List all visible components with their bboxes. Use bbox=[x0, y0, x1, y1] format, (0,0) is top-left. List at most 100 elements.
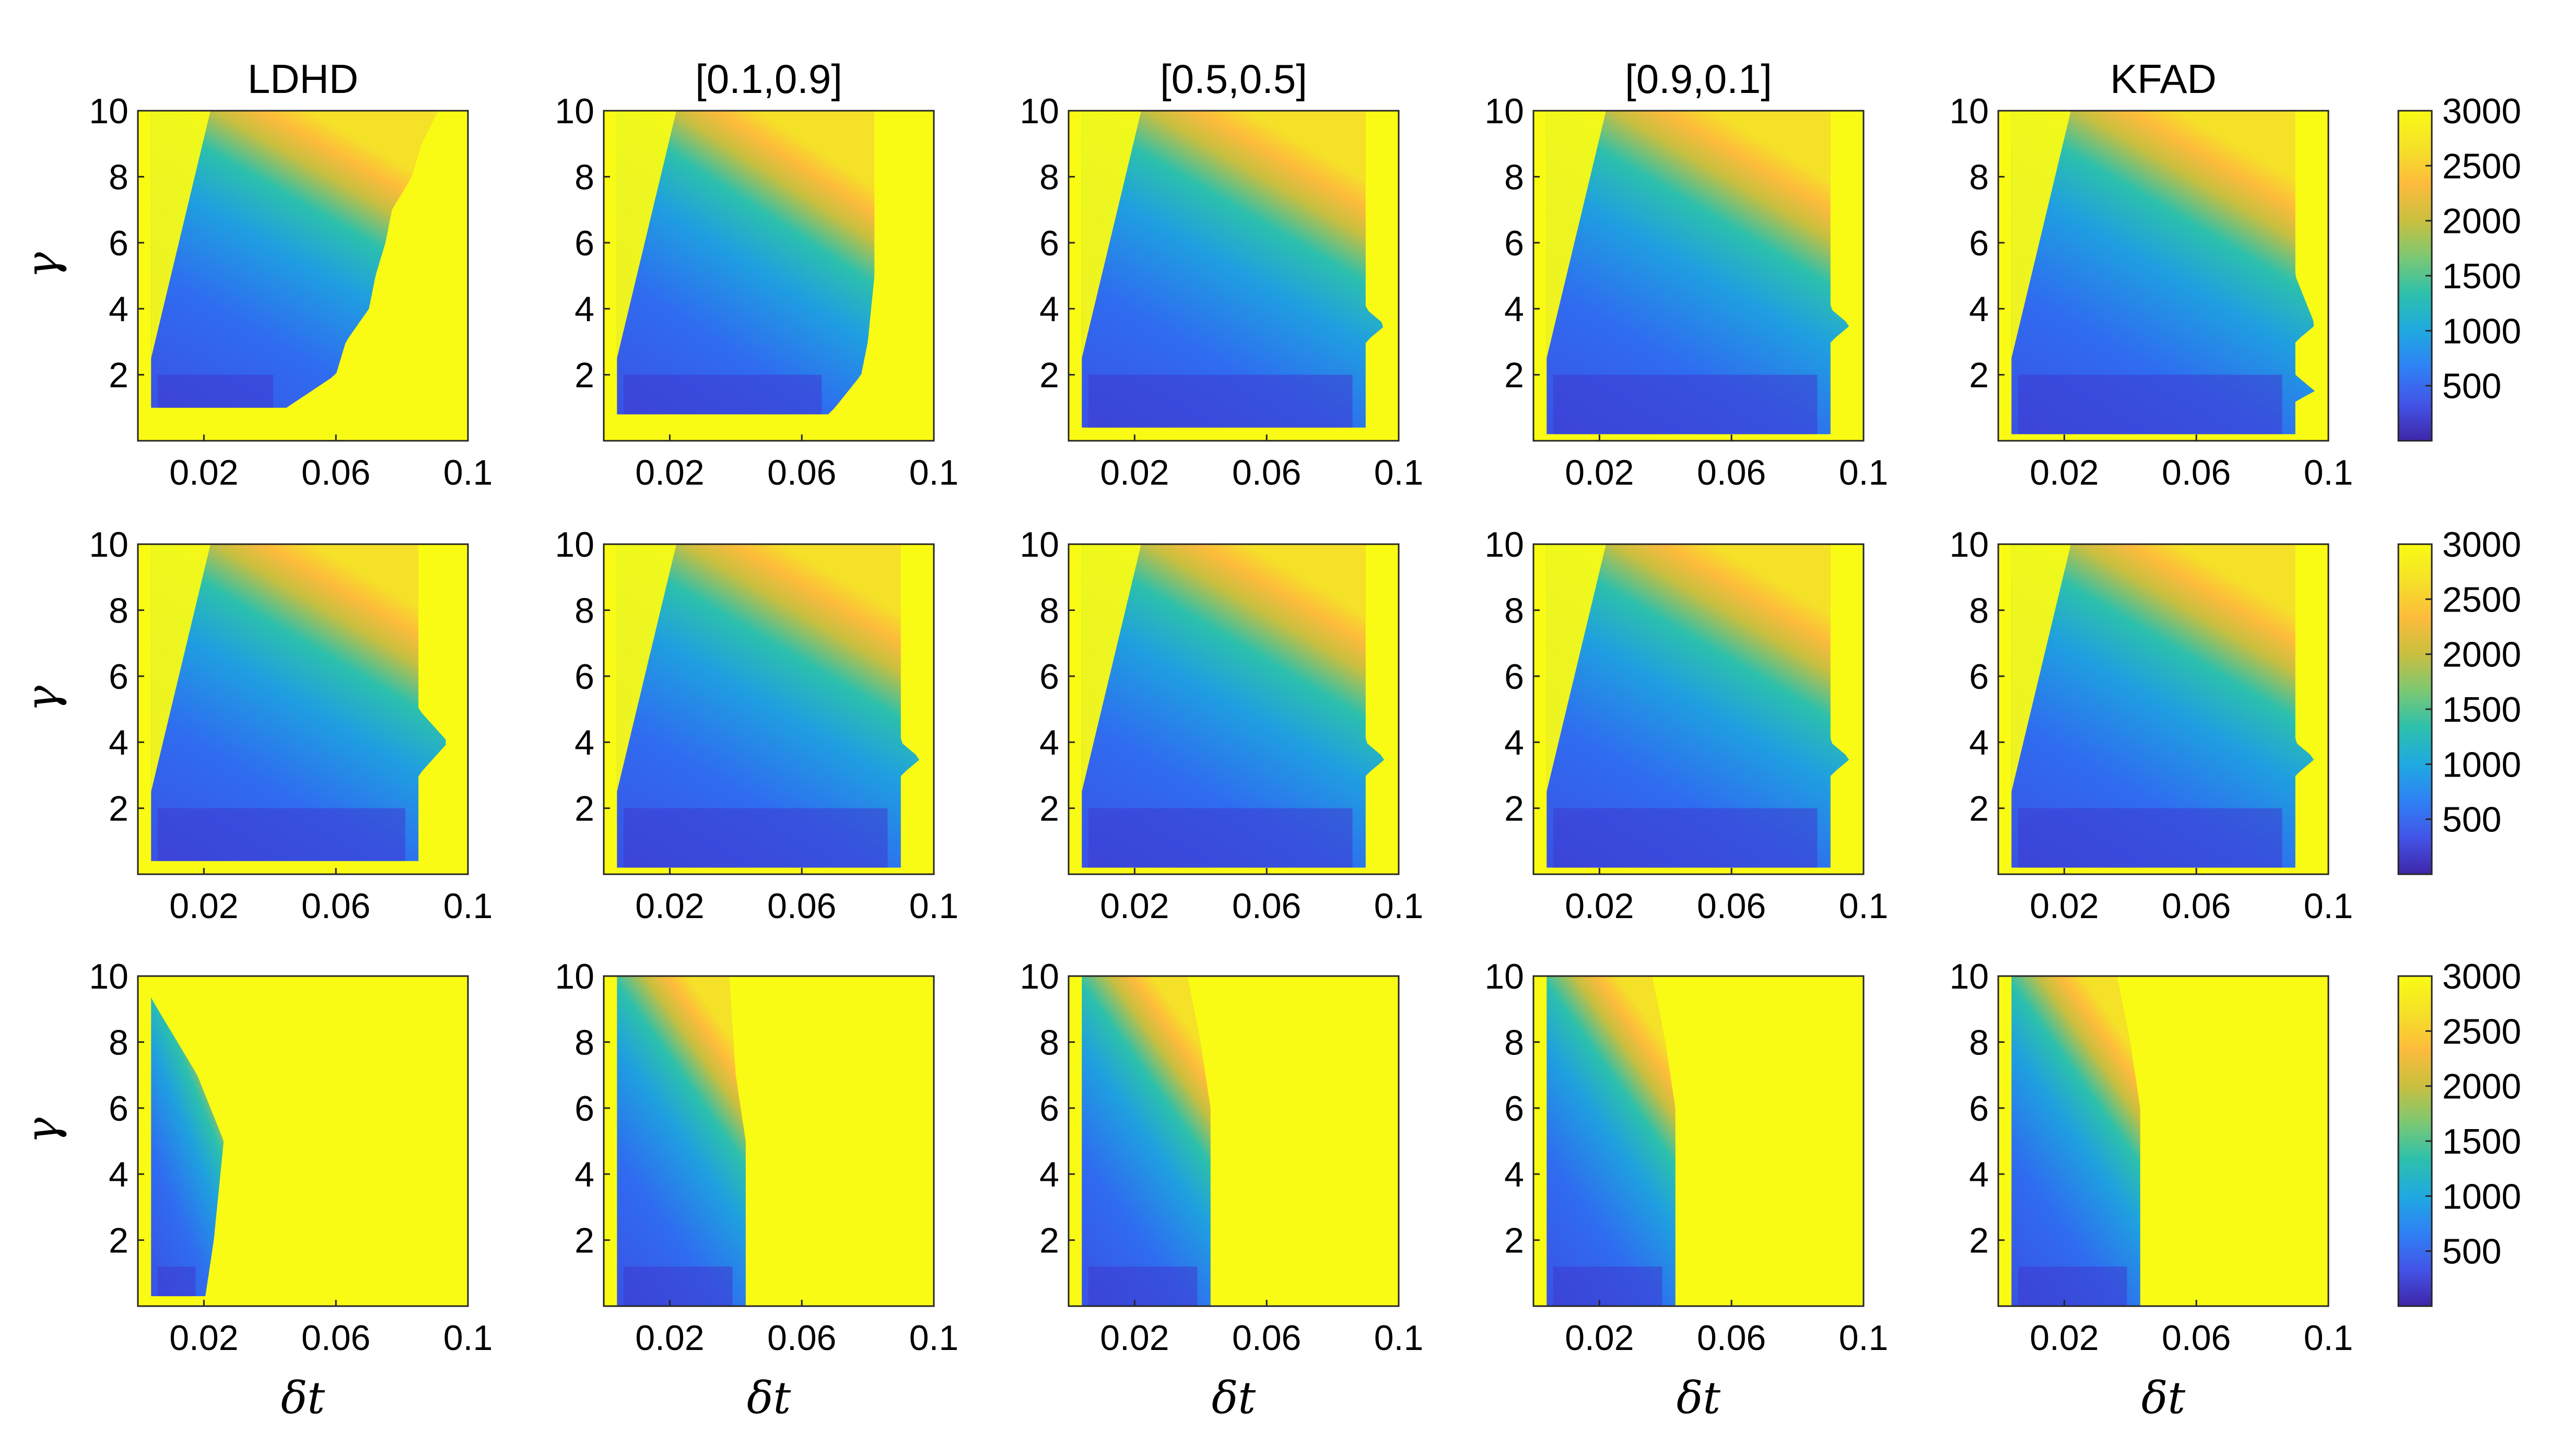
y-tick-label: 8 bbox=[1969, 157, 1989, 197]
y-tick-label: 2 bbox=[575, 1221, 594, 1261]
heatmap-panel: 2 4 6 8 10 0.02 0.06 0.1 bbox=[1020, 957, 1423, 1358]
panel-frame bbox=[137, 975, 469, 1307]
stable-region bbox=[2011, 111, 2315, 435]
panel-frame bbox=[603, 543, 935, 875]
x-tick-label: 0.1 bbox=[909, 453, 959, 492]
panel-frame bbox=[1532, 975, 1865, 1307]
column-title: KFAD bbox=[2110, 56, 2217, 102]
colorbar-tick-label: 2000 bbox=[2442, 635, 2521, 675]
y-tick-label: 6 bbox=[109, 1089, 128, 1129]
low-gamma-band bbox=[2018, 1266, 2127, 1306]
x-tick-label: 0.06 bbox=[1232, 1318, 1301, 1358]
y-tick-label: 2 bbox=[1969, 356, 1989, 395]
panel-frame bbox=[1068, 110, 1400, 442]
x-tick-label: 0.06 bbox=[1232, 453, 1301, 492]
colorbar-tick-label: 500 bbox=[2442, 1232, 2501, 1272]
colorbar-tick-label: 2500 bbox=[2442, 580, 2521, 619]
y-tick-label: 10 bbox=[89, 91, 128, 131]
colorbar-layer: 500 1000 1500 2000 2500 3000 500 1000 1500 2000 25… bbox=[2397, 91, 2521, 1307]
panel-frame bbox=[1997, 110, 2329, 442]
y-tick-label: 10 bbox=[555, 525, 594, 565]
y-axis-label: γ bbox=[17, 685, 68, 712]
y-tick-label: 6 bbox=[1039, 657, 1059, 697]
unstable-wedge bbox=[151, 544, 211, 792]
colorbar-tick-label: 500 bbox=[2442, 800, 2501, 840]
y-tick-label: 6 bbox=[1504, 224, 1524, 263]
y-tick-label: 8 bbox=[1969, 591, 1989, 630]
heatmap-panel: 2 4 6 8 10 0.02 0.06 0.1 bbox=[1949, 91, 2353, 492]
stable-region bbox=[1546, 544, 1849, 868]
x-tick-label: 0.02 bbox=[2030, 886, 2099, 926]
y-tick-label: 4 bbox=[1504, 723, 1524, 762]
x-tick-label: 0.1 bbox=[1374, 453, 1424, 492]
low-gamma-band bbox=[1553, 1266, 1662, 1306]
x-tick-label: 0.1 bbox=[1839, 453, 1889, 492]
y-tick-label: 2 bbox=[1039, 1221, 1059, 1261]
unstable-wedge bbox=[1082, 544, 1142, 792]
y-tick-label: 8 bbox=[1039, 591, 1059, 630]
heatmap-panel: 2 4 6 8 10 0.02 0.06 0.1 bbox=[89, 91, 493, 492]
panel-frame bbox=[1997, 975, 2329, 1307]
y-tick-label: 6 bbox=[575, 657, 594, 697]
y-tick-label: 2 bbox=[1039, 789, 1059, 829]
x-tick-label: 0.02 bbox=[1565, 1318, 1634, 1358]
colorbar-tick-label: 3000 bbox=[2442, 957, 2521, 996]
y-tick-label: 2 bbox=[1504, 789, 1524, 829]
y-tick-label: 4 bbox=[1969, 1155, 1989, 1194]
colorbar: 500 1000 1500 2000 2500 3000 bbox=[2397, 957, 2521, 1307]
y-tick-label: 4 bbox=[575, 289, 594, 329]
y-tick-label: 2 bbox=[1969, 1221, 1989, 1261]
y-tick-label: 4 bbox=[109, 289, 128, 329]
panel-frame bbox=[603, 975, 935, 1307]
stable-region bbox=[1546, 111, 1849, 435]
x-tick-label: 0.1 bbox=[443, 453, 493, 492]
y-tick-label: 6 bbox=[575, 1089, 594, 1129]
x-tick-label: 0.02 bbox=[1565, 453, 1634, 492]
heatmap-panel: 2 4 6 8 10 0.02 0.06 0.1 bbox=[1949, 957, 2353, 1358]
y-tick-label: 4 bbox=[1039, 1155, 1059, 1194]
y-tick-label: 2 bbox=[109, 789, 128, 829]
x-tick-label: 0.06 bbox=[2162, 1318, 2231, 1358]
x-axis-label: δt bbox=[2141, 1372, 2186, 1424]
stable-region bbox=[617, 111, 875, 415]
x-tick-label: 0.1 bbox=[1374, 886, 1424, 926]
y-tick-label: 8 bbox=[1039, 1023, 1059, 1062]
stable-region bbox=[151, 544, 446, 861]
x-tick-label: 0.06 bbox=[301, 886, 370, 926]
titles-layer: LDHD [0.1,0.9] [0.5,0.5] [0.9,0.1] KFAD bbox=[248, 56, 2217, 102]
y-tick-label: 10 bbox=[89, 957, 128, 996]
y-tick-label: 2 bbox=[575, 789, 594, 829]
panel-frame bbox=[137, 543, 469, 875]
y-tick-label: 4 bbox=[1969, 723, 1989, 762]
y-tick-label: 6 bbox=[1504, 1089, 1524, 1129]
y-tick-label: 6 bbox=[1504, 657, 1524, 697]
x-tick-label: 0.06 bbox=[767, 1318, 836, 1358]
x-tick-label: 0.06 bbox=[1697, 886, 1766, 926]
y-tick-label: 10 bbox=[89, 525, 128, 565]
y-tick-label: 2 bbox=[1969, 789, 1989, 829]
x-tick-label: 0.06 bbox=[767, 453, 836, 492]
x-tick-label: 0.1 bbox=[1374, 1318, 1424, 1358]
stable-region bbox=[617, 544, 920, 868]
low-gamma-band bbox=[623, 1266, 733, 1306]
x-tick-label: 0.1 bbox=[909, 1318, 959, 1358]
colorbar-tick-label: 2000 bbox=[2442, 1067, 2521, 1107]
x-tick-label: 0.02 bbox=[2030, 1318, 2099, 1358]
column-title: [0.1,0.9] bbox=[695, 56, 842, 102]
colorbar-tick-label: 3000 bbox=[2442, 91, 2521, 131]
y-tick-label: 8 bbox=[575, 591, 594, 630]
colorbar-tick-label: 500 bbox=[2442, 367, 2501, 406]
y-tick-label: 4 bbox=[1039, 289, 1059, 329]
y-tick-label: 2 bbox=[109, 356, 128, 395]
stable-region bbox=[1082, 976, 1211, 1306]
y-tick-label: 4 bbox=[575, 723, 594, 762]
y-tick-label: 6 bbox=[109, 224, 128, 263]
heatmap-panel: 2 4 6 8 10 0.02 0.06 0.1 bbox=[1020, 525, 1423, 926]
y-tick-label: 2 bbox=[1039, 356, 1059, 395]
panel-frame bbox=[137, 110, 469, 442]
heatmap-panel: 2 4 6 8 10 0.02 0.06 0.1 bbox=[89, 957, 493, 1358]
stable-region bbox=[617, 976, 746, 1306]
y-tick-label: 2 bbox=[1504, 356, 1524, 395]
x-tick-label: 0.1 bbox=[1839, 1318, 1889, 1358]
